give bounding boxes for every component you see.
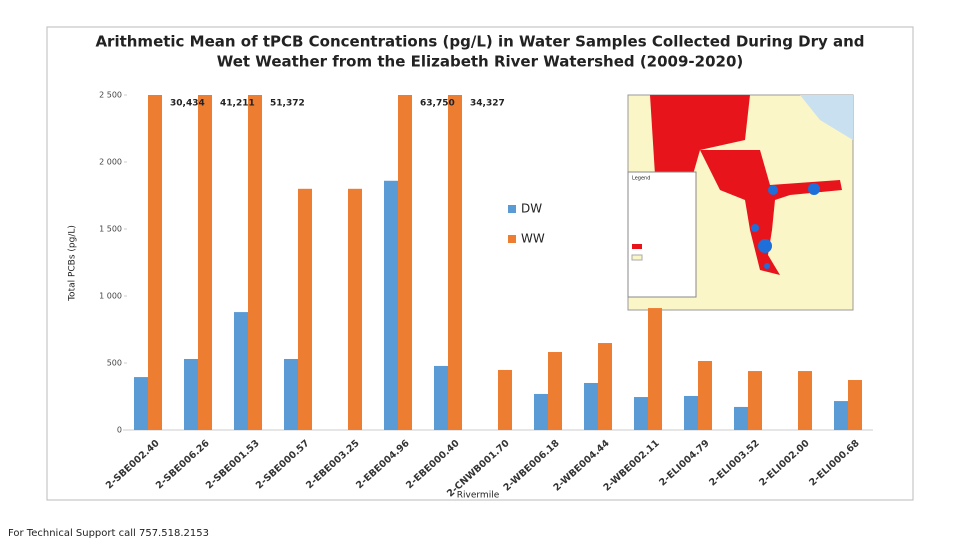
x-axis-label: Rivermile: [457, 491, 500, 501]
bar: [348, 188, 362, 430]
map-site: [808, 183, 820, 195]
map-site: [758, 239, 772, 253]
y-axis-label: Total PCBs (pg/L): [68, 225, 78, 302]
bar: [798, 371, 812, 430]
bar: [248, 95, 262, 430]
y-tick-label: 2 500: [99, 91, 122, 100]
bar: [184, 358, 198, 430]
bar: [398, 95, 412, 430]
bar: [448, 95, 462, 430]
map-legend-title: Legend: [632, 176, 650, 182]
x-tick-label: 2-ELI002.00: [757, 438, 812, 489]
bar: [134, 377, 148, 430]
data-label: 30,434: [170, 99, 205, 109]
map-legend-swatch: [632, 244, 642, 249]
chart-title: Arithmetic Mean of tPCB Concentrations (…: [95, 33, 864, 51]
x-tick-label: 2-SBE000.57: [254, 438, 312, 492]
map-site: [768, 185, 778, 195]
legend-swatch: [508, 205, 516, 213]
bar: [584, 382, 598, 430]
bar: [284, 358, 298, 430]
data-label: 51,372: [270, 99, 305, 109]
chart-title: Wet Weather from the Elizabeth River Wat…: [217, 53, 744, 71]
bar: [698, 360, 712, 430]
bar: [534, 393, 548, 430]
legend-label: DW: [521, 202, 542, 216]
x-tick-label: 2-ELI004.79: [657, 438, 711, 489]
bar: [648, 308, 662, 430]
map-legend: [627, 171, 697, 298]
data-label: 63,750: [420, 99, 455, 109]
bar: [748, 371, 762, 430]
bar: [384, 180, 398, 430]
bar: [198, 95, 212, 430]
x-tick-label: 2-ELI003.52: [707, 438, 761, 489]
bar: [734, 406, 748, 430]
frame: [46, 26, 914, 501]
data-label: 34,327: [470, 99, 505, 109]
map-legend-swatch: [631, 254, 643, 261]
map-site: [764, 263, 770, 269]
bar: [684, 395, 698, 430]
data-label: 41,211: [220, 99, 255, 109]
bar: [298, 188, 312, 430]
bar: [434, 365, 448, 430]
y-tick-label: 500: [107, 359, 122, 368]
bar: [634, 397, 648, 430]
y-tick-label: 2 000: [99, 158, 122, 167]
bar: [848, 380, 862, 430]
bar: [234, 312, 248, 430]
legend-label: WW: [521, 232, 545, 246]
bar: [148, 95, 162, 430]
bar: [598, 343, 612, 430]
x-tick-label: 2-ELI000.68: [807, 438, 862, 489]
y-tick-label: 1 500: [99, 225, 122, 234]
footer: For Technical Support call 757.518.2153: [8, 528, 209, 539]
map-inset: Legend: [627, 94, 854, 311]
y-tick-label: 1 000: [99, 292, 122, 301]
bar: [498, 369, 512, 430]
map-bay: [800, 95, 853, 140]
map-water: [650, 95, 750, 185]
y-tick-label: 0: [117, 426, 122, 435]
map-site: [751, 224, 759, 232]
plot-area: [134, 95, 862, 430]
bar: [548, 352, 562, 430]
map-river: [700, 150, 842, 275]
legend-swatch: [508, 235, 516, 243]
bar: [834, 401, 848, 430]
